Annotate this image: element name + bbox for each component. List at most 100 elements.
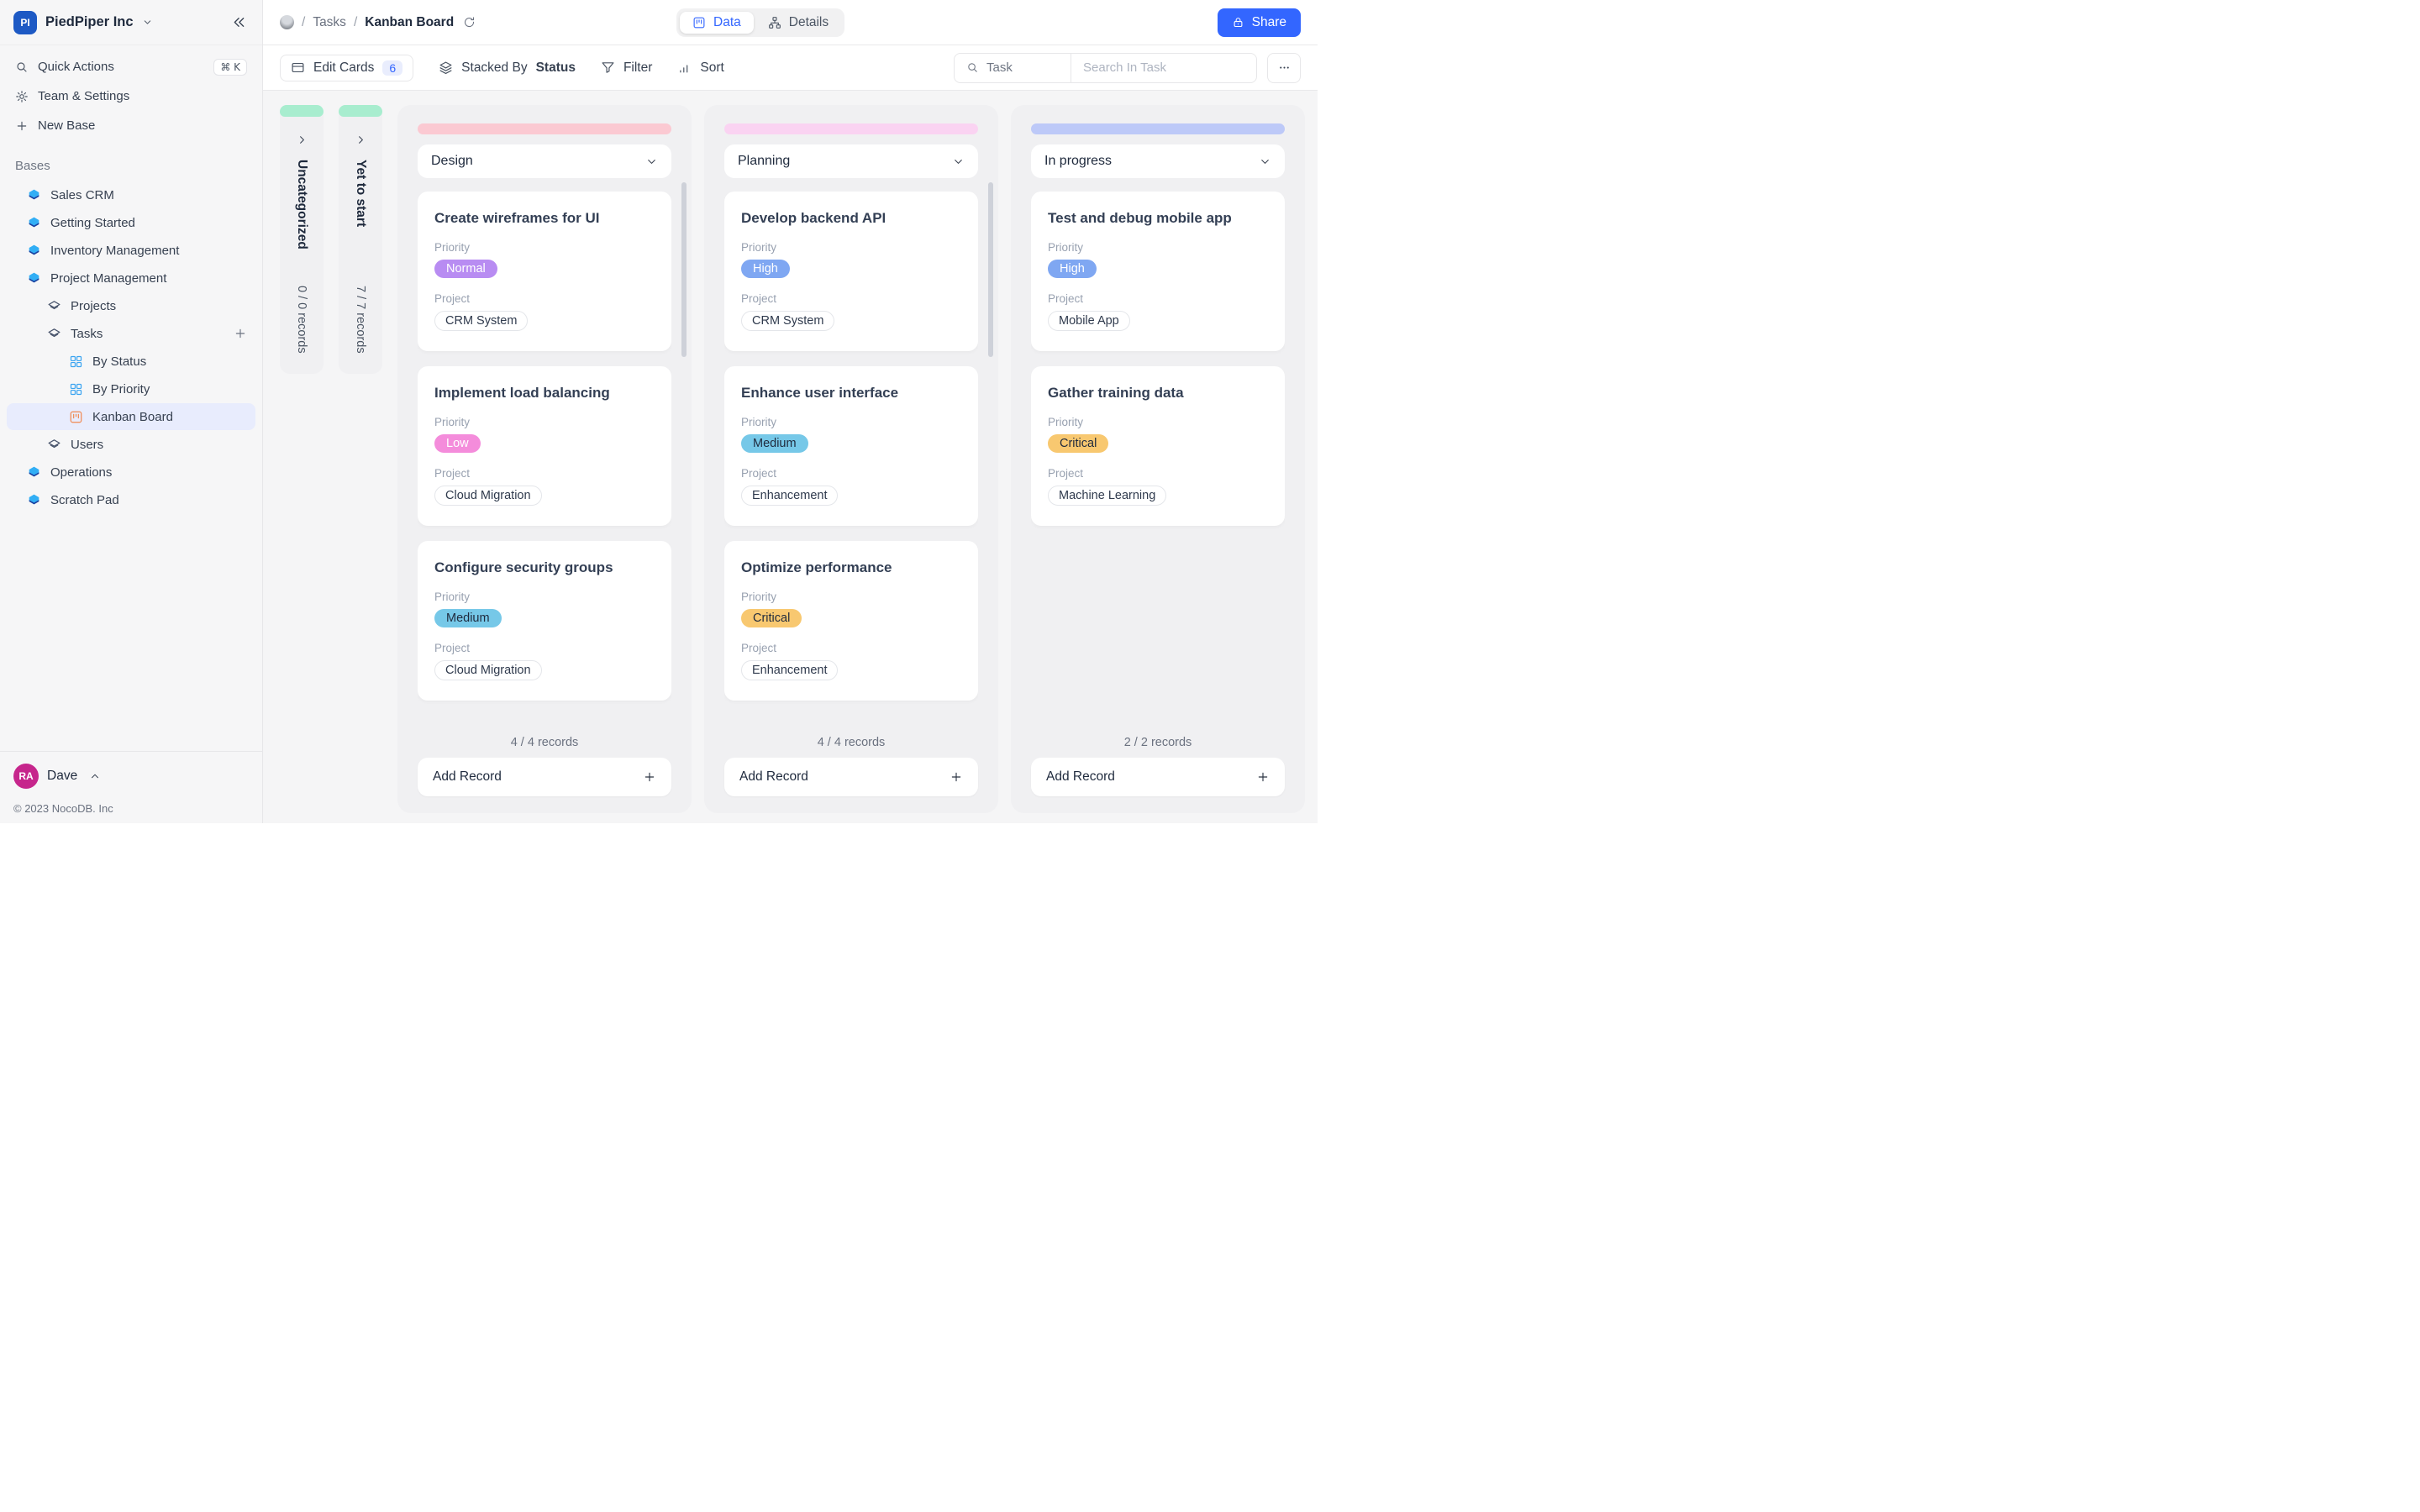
kanban-card[interactable]: Gather training data Priority Critical Proj… <box>1031 366 1285 526</box>
sidebar-item-project-management[interactable]: Project Management <box>7 265 255 291</box>
kanban-card[interactable]: Optimize performance Priority Critical Proj… <box>724 541 978 701</box>
project-pill: Cloud Migration <box>434 660 542 680</box>
kanban-column-design: Design Create wireframes for UI Priority No… <box>397 105 692 813</box>
base-hexagon-icon <box>29 466 39 476</box>
column-scrollbar[interactable] <box>988 182 993 357</box>
collapsed-stack-yet-to-start[interactable]: Yet to start 7 / 7 records <box>339 105 382 374</box>
breadcrumb-separator: / <box>302 14 306 29</box>
project-pill: CRM System <box>434 311 529 331</box>
project-field-label: Project <box>741 292 777 305</box>
stacked-by-button[interactable]: Stacked By Status <box>439 60 576 76</box>
base-sphere-icon <box>280 15 294 29</box>
kanban-card[interactable]: Configure security groups Priority Medium P… <box>418 541 671 701</box>
priority-field-label: Priority <box>741 241 777 254</box>
sidebar-item-by-status[interactable]: By Status <box>7 348 255 375</box>
filter-label: Filter <box>623 60 653 75</box>
sidebar-item-label: Inventory Management <box>50 243 180 258</box>
user-menu[interactable]: RA Dave <box>13 764 249 789</box>
kanban-board: Uncategorized 0 / 0 records Yet to start 7 … <box>263 91 1318 823</box>
stack-header-select[interactable]: In progress <box>1031 144 1285 178</box>
sidebar-item-label: Sales CRM <box>50 187 114 202</box>
sidebar-item-scratch-pad[interactable]: Scratch Pad <box>7 486 255 513</box>
search-icon <box>17 61 27 72</box>
sidebar-collapse-button[interactable] <box>231 14 247 30</box>
chevDown-icon <box>955 159 962 164</box>
stack-title: Planning <box>738 154 791 168</box>
sort-button[interactable]: Sort <box>677 60 724 76</box>
add-record-button[interactable]: Add Record <box>724 758 978 796</box>
kanban-card[interactable]: Enhance user interface Priority Medium Proj… <box>724 366 978 526</box>
kanban-card[interactable]: Create wireframes for UI Priority Normal Pr… <box>418 192 671 351</box>
breadcrumb: / Tasks / Kanban Board <box>280 15 476 30</box>
sidebar-item-operations[interactable]: Operations <box>7 459 255 486</box>
add-record-button[interactable]: Add Record <box>1031 758 1285 796</box>
tab-data[interactable]: Data <box>680 12 754 34</box>
project-field-label: Project <box>434 467 471 480</box>
sidebar-item-sales-crm[interactable]: Sales CRM <box>7 181 255 208</box>
chevRight-icon <box>358 136 363 144</box>
project-field-label: Project <box>741 467 777 480</box>
stack-color-bar <box>418 123 671 134</box>
card-title: Implement load balancing <box>434 385 610 401</box>
stack-record-count: 2 / 2 records <box>1123 736 1192 749</box>
tab-details-label: Details <box>788 15 829 29</box>
filter-button[interactable]: Filter <box>601 60 652 76</box>
kanban-card[interactable]: Test and debug mobile app Priority High Pro… <box>1031 192 1285 351</box>
stack-record-count: 0 / 0 records <box>295 286 308 354</box>
add-record-label: Add Record <box>739 769 808 784</box>
stack-title: Design <box>431 154 473 168</box>
sidebar-item-inventory-management[interactable]: Inventory Management <box>7 237 255 264</box>
priority-field-label: Priority <box>1048 416 1084 428</box>
search-combo: Task <box>954 52 1257 83</box>
stack-color-bar <box>339 105 382 117</box>
sidebar-item-users[interactable]: Users <box>7 431 255 458</box>
column-scrollbar[interactable] <box>681 182 687 357</box>
add-view-button[interactable] <box>234 327 247 340</box>
refresh-button[interactable] <box>463 16 476 29</box>
toolbar-more-button[interactable] <box>1267 52 1301 83</box>
card-title: Optimize performance <box>741 559 892 575</box>
kanban-card[interactable]: Develop backend API Priority High Project CR… <box>724 192 978 351</box>
edit-cards-button[interactable]: Edit Cards 6 <box>280 54 414 81</box>
sidebar-item-label: Project Management <box>50 270 167 286</box>
stack-color-bar <box>280 105 324 117</box>
card-title: Create wireframes for UI <box>434 210 600 226</box>
kanban-card[interactable]: Implement load balancing Priority Low Proje… <box>418 366 671 526</box>
sidebar-item-projects[interactable]: Projects <box>7 292 255 319</box>
stack-record-count: 7 / 7 records <box>354 286 367 354</box>
sidebar-item-getting-started[interactable]: Getting Started <box>7 209 255 236</box>
base-hexagon-icon <box>29 272 39 282</box>
user-name: Dave <box>47 769 78 783</box>
breadcrumb-separator: / <box>353 14 358 29</box>
quick-actions-item[interactable]: Quick Actions ⌘ K <box>7 52 255 81</box>
stack-record-count: 4 / 4 records <box>510 736 579 749</box>
share-button[interactable]: Share <box>1217 8 1301 37</box>
quick-actions-label: Quick Actions <box>38 60 114 74</box>
workspace-header[interactable]: PI PiedPiper Inc <box>0 0 262 45</box>
tab-details[interactable]: Details <box>755 12 841 34</box>
sidebar-item-tasks[interactable]: Tasks <box>7 320 255 347</box>
sidebar-item-kanban-board[interactable]: Kanban Board <box>7 403 255 430</box>
edit-cards-count-badge: 6 <box>382 60 403 76</box>
breadcrumb-view[interactable]: Kanban Board <box>365 14 455 29</box>
share-label: Share <box>1251 14 1286 29</box>
collapsed-stack-uncategorized[interactable]: Uncategorized 0 / 0 records <box>280 105 324 374</box>
sidebar-item-label: Projects <box>71 298 117 313</box>
add-record-button[interactable]: Add Record <box>418 758 671 796</box>
search-field-selector[interactable]: Task <box>955 60 1071 75</box>
stack-header-select[interactable]: Design <box>418 144 671 178</box>
view-toolbar: Edit Cards 6 Stacked By Status Filter So… <box>263 45 1318 91</box>
search-in-task-input[interactable] <box>1071 53 1256 82</box>
chevRight-icon <box>299 136 304 144</box>
refresh-icon <box>465 17 475 28</box>
team-settings-item[interactable]: Team & Settings <box>7 81 255 111</box>
new-base-item[interactable]: New Base <box>7 111 255 140</box>
breadcrumb-table[interactable]: Tasks <box>313 14 346 29</box>
sidebar-item-label: Getting Started <box>50 215 135 230</box>
sidebar-footer: RA Dave © 2023 NocoDB. Inc <box>0 751 262 823</box>
sidebar-item-label: By Status <box>92 354 147 369</box>
priority-badge: High <box>1048 260 1097 278</box>
stack-header-select[interactable]: Planning <box>724 144 978 178</box>
sidebar-item-by-priority[interactable]: By Priority <box>7 375 255 402</box>
project-pill: Enhancement <box>741 486 839 506</box>
